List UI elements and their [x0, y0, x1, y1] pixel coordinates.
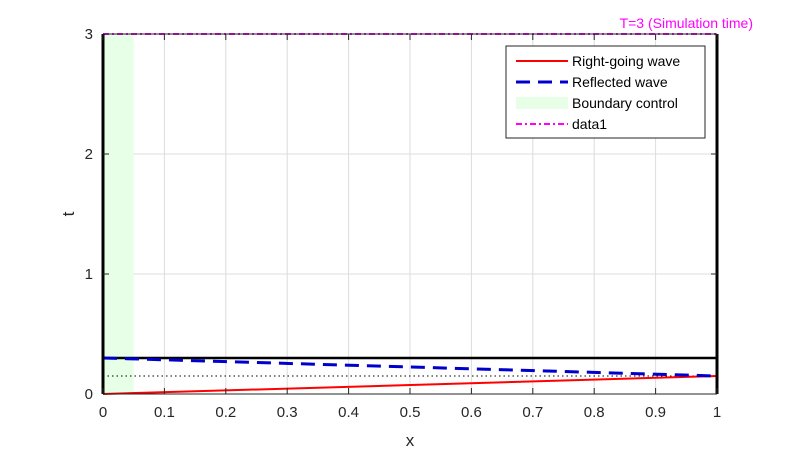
x-tick-label: 0.8: [584, 404, 605, 421]
x-tick-label: 0.5: [400, 404, 421, 421]
x-axis-label: x: [406, 431, 415, 450]
x-tick-label: 0.7: [522, 404, 543, 421]
x-tick-label: 0.1: [154, 404, 175, 421]
reference-lines: [103, 356, 717, 377]
boundary-control-region: [103, 34, 134, 394]
x-tick-label: 0.4: [338, 404, 359, 421]
x-tick-label: 0.3: [277, 404, 298, 421]
x-tick-label: 0: [99, 404, 107, 421]
legend-swatch-boundary-control: [516, 97, 568, 109]
x-tick-label: 1: [713, 404, 721, 421]
x-tick-labels: 0 0.1 0.2 0.3 0.4 0.5 0.6 0.7 0.8 0.9 1: [99, 404, 721, 421]
legend-label: Reflected wave: [572, 74, 668, 90]
legend-label: Right-going wave: [572, 53, 680, 69]
y-tick-label: 1: [85, 266, 93, 283]
x-tick-label: 0.9: [645, 404, 666, 421]
x-tick-label: 0.2: [215, 404, 236, 421]
y-tick-label: 3: [85, 26, 93, 43]
legend: Right-going wave Reflected wave Boundary c…: [505, 45, 706, 139]
series-line-right-going-wave: [102, 375, 718, 395]
series-line-reflected-wave: [102, 356, 718, 378]
y-tick-labels: 0 1 2 3: [85, 26, 93, 403]
y-axis-label: t: [59, 211, 78, 216]
y-tick-label: 0: [85, 386, 93, 403]
legend-label: data1: [572, 116, 607, 132]
legend-label: Boundary control: [572, 95, 678, 111]
y-tick-label: 2: [85, 146, 93, 163]
axes-frame: [101, 33, 719, 395]
x-tick-label: 0.6: [461, 404, 482, 421]
simulation-time-annotation: T=3 (Simulation time): [620, 15, 753, 31]
boundary-control-band: [103, 34, 134, 394]
